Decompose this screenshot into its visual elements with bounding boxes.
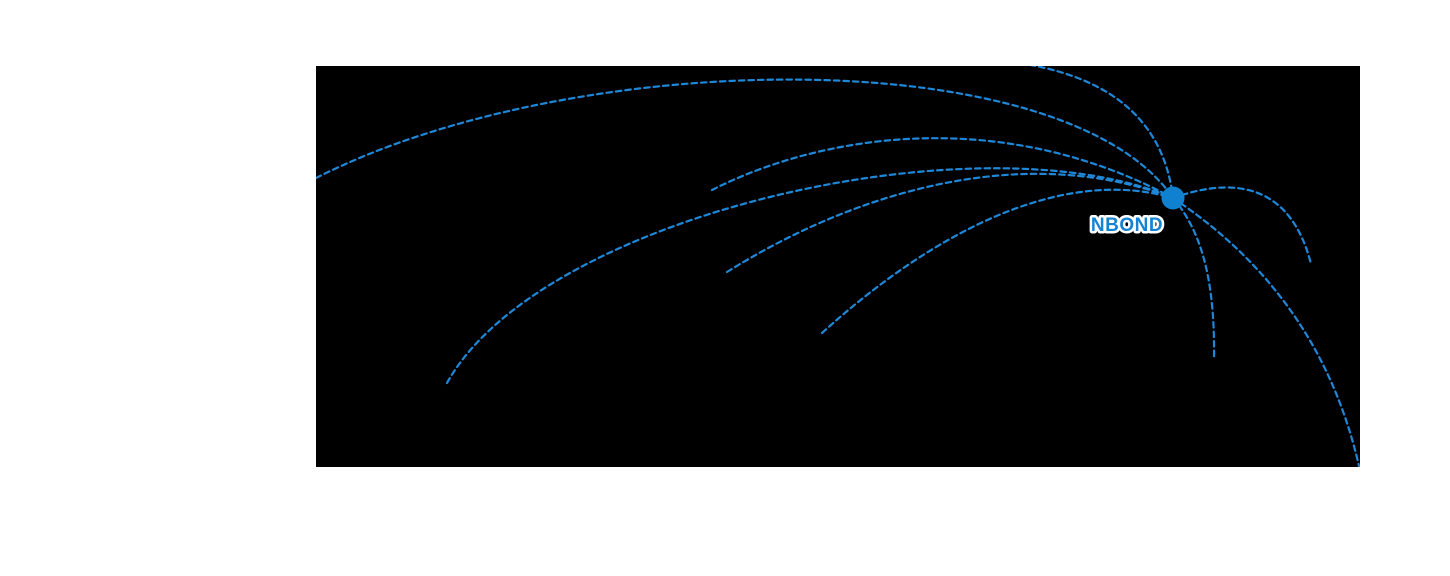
route-edges-group (316, 66, 1360, 467)
route-edge-west-mid-arc-upper (710, 137, 1175, 200)
route-edge-north-arc (1029, 66, 1175, 200)
route-edge-west-mid-arc-lower (725, 172, 1175, 274)
route-edge-south-mid-arc (820, 188, 1175, 335)
route-edge-east-hook-arc (1171, 186, 1313, 266)
route-edge-west-long-arc (316, 78, 1175, 200)
route-edge-south-drop-arc (1171, 196, 1216, 362)
route-map-svg: NBOND (316, 66, 1360, 467)
nbond-node[interactable] (1161, 186, 1185, 210)
route-edge-southeast-corner-arc (1171, 196, 1360, 467)
route-map-canvas: NBOND (316, 66, 1360, 467)
route-edge-southwest-arc (445, 167, 1175, 385)
nbond-label: NBOND (1091, 215, 1163, 236)
